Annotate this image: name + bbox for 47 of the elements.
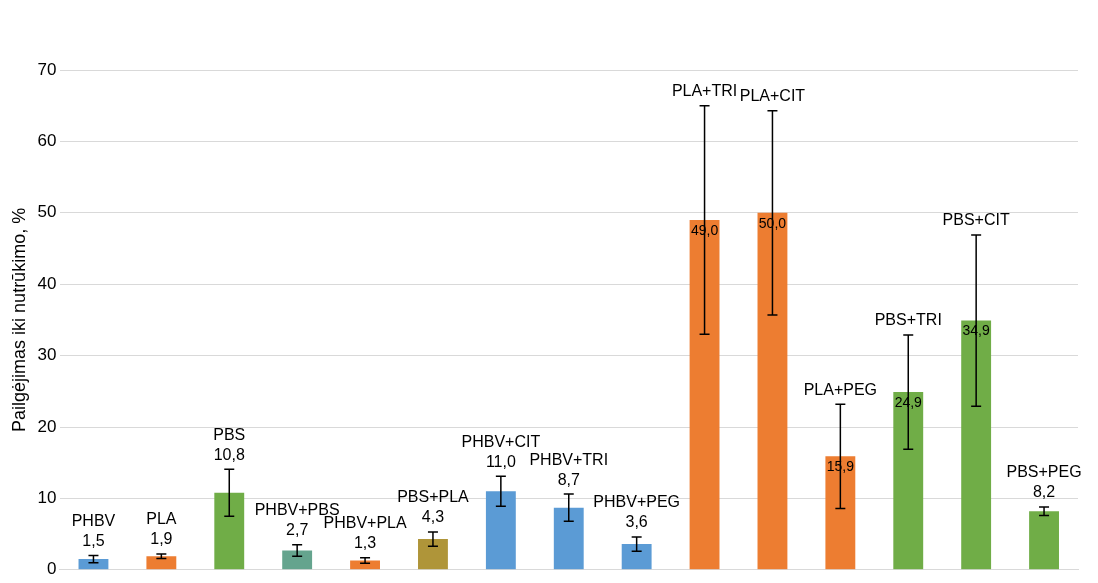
x-tick-label: PHBV+PLA [323, 514, 407, 532]
data-label: 11,0 [485, 452, 516, 470]
y-tick-label: 20 [37, 416, 57, 436]
y-tick-label: 40 [37, 273, 57, 293]
bar [418, 539, 448, 570]
bar [553, 507, 584, 570]
bar [214, 492, 245, 570]
data-label: 2,7 [286, 521, 309, 539]
y-tick-label: 50 [37, 202, 57, 222]
bar [621, 544, 652, 570]
bar [825, 456, 856, 570]
data-label: 1,9 [150, 530, 173, 548]
y-tick-label: 70 [37, 59, 57, 79]
y-tick-label: 60 [37, 131, 57, 151]
bar [282, 550, 313, 570]
y-tick-label: 0 [47, 559, 57, 579]
bar [757, 212, 788, 570]
x-tick-label: PHBV+CIT [461, 432, 541, 450]
x-tick-label: PBS [213, 425, 246, 443]
x-tick-label: PBS+TRI [874, 311, 942, 329]
x-tick-label: PLA+PEG [803, 380, 878, 398]
bar [146, 556, 177, 570]
y-axis-title: Pailgėjimas iki nutrūkimo, % [8, 207, 29, 432]
x-tick-label: PBS+CIT [942, 211, 1010, 229]
y-tick-label: 10 [37, 488, 57, 508]
data-label: 8,2 [1032, 483, 1056, 501]
x-tick-label: PHBV+TRI [529, 450, 609, 468]
data-label: 3,6 [625, 513, 648, 531]
bar [1029, 511, 1059, 570]
bar [961, 320, 992, 570]
x-tick-label: PLA+TRI [671, 82, 738, 100]
x-tick-label: PLA+CIT [739, 87, 806, 105]
data-label: 1,5 [82, 531, 105, 549]
x-tick-label: PBS+PLA [397, 488, 470, 506]
data-label: 1,3 [353, 534, 377, 552]
data-label: 8,7 [557, 470, 580, 488]
bar [893, 392, 924, 570]
x-tick-label: PHBV [71, 511, 116, 529]
data-label: 10,8 [213, 445, 245, 463]
bar [78, 559, 109, 570]
bar [485, 491, 516, 570]
x-tick-label: PLA [146, 510, 177, 528]
x-tick-label: PBS+PEG [1006, 463, 1082, 481]
bar [689, 219, 720, 570]
x-tick-label: PHBV+PEG [593, 493, 681, 511]
data-label: 4,3 [421, 508, 445, 526]
y-tick-label: 30 [37, 345, 57, 365]
